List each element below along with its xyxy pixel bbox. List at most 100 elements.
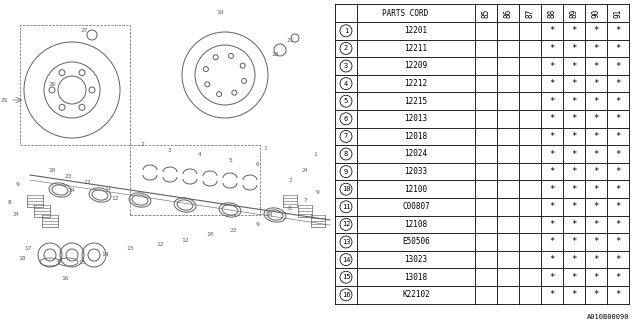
Text: *: * bbox=[572, 290, 577, 299]
Text: *: * bbox=[615, 255, 621, 264]
Text: *: * bbox=[615, 44, 621, 53]
Text: 87: 87 bbox=[525, 8, 534, 18]
Text: 20: 20 bbox=[271, 52, 279, 58]
Text: 26: 26 bbox=[48, 83, 56, 87]
Text: 13018: 13018 bbox=[404, 273, 428, 282]
Text: *: * bbox=[572, 167, 577, 176]
Bar bbox=[20, 25, 130, 145]
Text: 86: 86 bbox=[504, 8, 513, 18]
Text: 27: 27 bbox=[80, 28, 88, 33]
Text: 12024: 12024 bbox=[404, 149, 428, 158]
Text: 16: 16 bbox=[61, 276, 68, 281]
Text: 12108: 12108 bbox=[404, 220, 428, 229]
Text: *: * bbox=[549, 132, 555, 141]
Text: *: * bbox=[572, 255, 577, 264]
Text: *: * bbox=[549, 220, 555, 229]
Text: 3: 3 bbox=[344, 63, 348, 69]
Text: *: * bbox=[549, 149, 555, 158]
Text: *: * bbox=[593, 149, 598, 158]
Text: 12: 12 bbox=[181, 237, 189, 243]
Text: 1: 1 bbox=[313, 153, 317, 157]
Text: 9: 9 bbox=[344, 169, 348, 175]
Text: *: * bbox=[572, 26, 577, 35]
Text: 12201: 12201 bbox=[404, 26, 428, 35]
Text: 13: 13 bbox=[342, 239, 350, 245]
Text: 21: 21 bbox=[286, 37, 294, 43]
Text: *: * bbox=[615, 220, 621, 229]
Text: 2: 2 bbox=[140, 142, 144, 148]
Text: 12215: 12215 bbox=[404, 97, 428, 106]
Text: A010B00090: A010B00090 bbox=[586, 314, 629, 320]
Text: 10: 10 bbox=[48, 167, 56, 172]
Text: 12018: 12018 bbox=[404, 132, 428, 141]
Text: *: * bbox=[593, 237, 598, 246]
Text: *: * bbox=[593, 167, 598, 176]
Text: *: * bbox=[549, 167, 555, 176]
Text: 11: 11 bbox=[342, 204, 350, 210]
Text: *: * bbox=[572, 185, 577, 194]
Text: 14: 14 bbox=[342, 257, 350, 263]
Text: *: * bbox=[549, 202, 555, 211]
Text: *: * bbox=[572, 202, 577, 211]
Text: *: * bbox=[615, 167, 621, 176]
Text: *: * bbox=[593, 61, 598, 70]
Text: *: * bbox=[572, 114, 577, 123]
Text: 91: 91 bbox=[614, 8, 623, 18]
Text: *: * bbox=[549, 44, 555, 53]
Text: *: * bbox=[572, 273, 577, 282]
Text: 1: 1 bbox=[263, 146, 267, 150]
Text: *: * bbox=[549, 237, 555, 246]
Text: *: * bbox=[549, 61, 555, 70]
Text: 4: 4 bbox=[344, 81, 348, 87]
Text: 12013: 12013 bbox=[404, 114, 428, 123]
Text: *: * bbox=[615, 202, 621, 211]
Text: 7: 7 bbox=[344, 133, 348, 140]
Text: 8: 8 bbox=[288, 205, 292, 211]
Text: 19: 19 bbox=[216, 10, 224, 14]
Text: *: * bbox=[572, 237, 577, 246]
Text: 6: 6 bbox=[344, 116, 348, 122]
Text: *: * bbox=[572, 132, 577, 141]
Text: 13: 13 bbox=[126, 245, 134, 251]
Text: *: * bbox=[572, 61, 577, 70]
Text: *: * bbox=[593, 44, 598, 53]
Text: *: * bbox=[593, 26, 598, 35]
Text: 2: 2 bbox=[344, 45, 348, 52]
Text: *: * bbox=[549, 273, 555, 282]
Text: *: * bbox=[549, 185, 555, 194]
Text: *: * bbox=[549, 26, 555, 35]
Text: *: * bbox=[615, 61, 621, 70]
Text: 12211: 12211 bbox=[404, 44, 428, 53]
Text: 5: 5 bbox=[344, 98, 348, 104]
Bar bbox=[130, 145, 260, 215]
Text: *: * bbox=[593, 97, 598, 106]
Text: *: * bbox=[615, 273, 621, 282]
Text: 8: 8 bbox=[8, 199, 12, 204]
Text: 89: 89 bbox=[570, 8, 579, 18]
Text: 12: 12 bbox=[156, 243, 164, 247]
Text: *: * bbox=[572, 79, 577, 88]
Text: 12: 12 bbox=[342, 221, 350, 228]
Text: 2: 2 bbox=[288, 178, 292, 182]
Text: *: * bbox=[572, 44, 577, 53]
Text: 85: 85 bbox=[481, 8, 490, 18]
Text: 5: 5 bbox=[228, 157, 232, 163]
Text: *: * bbox=[549, 79, 555, 88]
Text: 3: 3 bbox=[168, 148, 172, 153]
Text: 24: 24 bbox=[68, 188, 76, 193]
Text: 7: 7 bbox=[303, 197, 307, 203]
Text: 9: 9 bbox=[316, 189, 320, 195]
Text: *: * bbox=[572, 149, 577, 158]
Text: *: * bbox=[572, 97, 577, 106]
Text: 88: 88 bbox=[547, 8, 557, 18]
Text: *: * bbox=[615, 97, 621, 106]
Text: *: * bbox=[615, 237, 621, 246]
Text: 4: 4 bbox=[198, 153, 202, 157]
Text: 1: 1 bbox=[344, 28, 348, 34]
Text: *: * bbox=[593, 202, 598, 211]
Text: 12212: 12212 bbox=[404, 79, 428, 88]
Text: 16: 16 bbox=[342, 292, 350, 298]
Text: 24: 24 bbox=[301, 167, 308, 172]
Text: 18: 18 bbox=[19, 255, 26, 260]
Text: *: * bbox=[593, 132, 598, 141]
